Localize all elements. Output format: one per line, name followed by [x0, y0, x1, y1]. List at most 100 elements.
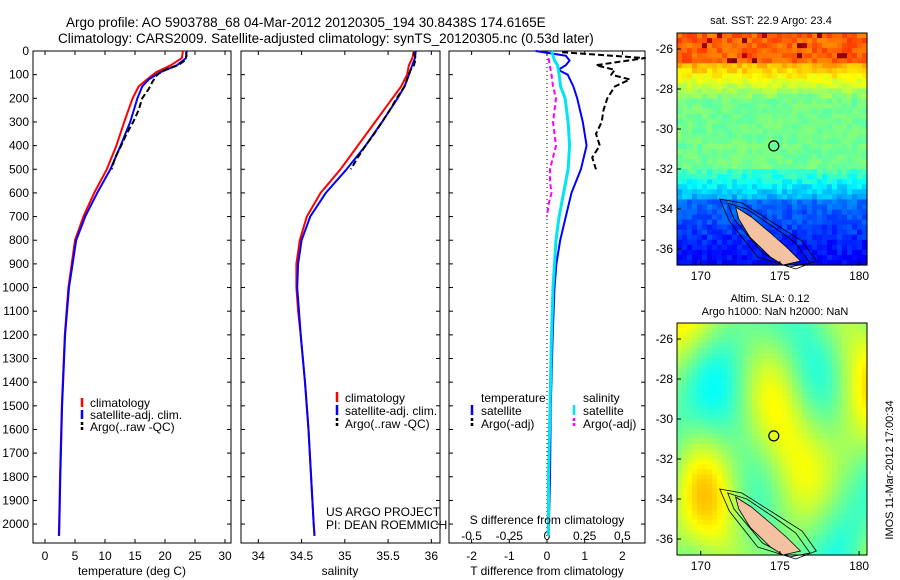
map-cell: [727, 199, 733, 206]
map-cell: [712, 118, 718, 125]
map-cell: [762, 509, 768, 516]
map-cell: [712, 83, 718, 90]
map-cell: [707, 444, 713, 450]
map-cell: [737, 244, 743, 251]
map-cell: [727, 343, 733, 349]
map-cell: [742, 199, 748, 206]
map-cell: [837, 33, 843, 39]
map-cell: [807, 244, 813, 251]
map-cell: [682, 143, 688, 150]
map-cell: [837, 343, 843, 349]
map-cell: [722, 348, 728, 354]
map-cell: [757, 194, 763, 201]
map-cell: [732, 53, 738, 59]
map-cell: [727, 439, 733, 445]
map-cell: [812, 169, 818, 175]
map-cell: [772, 413, 778, 420]
map-cell: [812, 224, 818, 231]
map-cell: [827, 363, 833, 369]
map-cell: [847, 338, 853, 344]
map-cell: [827, 169, 833, 175]
map-cell: [747, 393, 753, 400]
map-cell: [677, 464, 683, 470]
map-cell: [827, 444, 833, 450]
map-cell: [732, 489, 738, 496]
map-cell: [767, 209, 773, 216]
map-cell: [812, 73, 818, 79]
map-cell: [752, 358, 758, 364]
map-cell: [842, 433, 848, 440]
map-cell: [862, 393, 868, 400]
map-cell: [817, 38, 823, 44]
map-cell: [707, 494, 713, 501]
map-cell: [827, 224, 833, 231]
map-cell: [722, 174, 728, 180]
map-cell: [817, 323, 823, 329]
map-cell: [787, 524, 793, 531]
map-cell: [827, 333, 833, 339]
map-cell: [707, 38, 713, 44]
lat-tick-label: -36: [656, 532, 674, 546]
map-cell: [742, 43, 748, 49]
map-cell: [732, 323, 738, 329]
map-cell: [802, 224, 808, 231]
map-cell: [722, 224, 728, 231]
map-cell: [797, 368, 803, 375]
map-cell: [777, 224, 783, 231]
map-cell: [727, 78, 733, 85]
map-cell: [747, 103, 753, 110]
map-cell: [807, 138, 813, 145]
map-cell: [782, 439, 788, 445]
map-cell: [817, 88, 823, 95]
map-cell: [777, 494, 783, 501]
map-cell: [827, 43, 833, 49]
map-cell: [847, 323, 853, 329]
map-cell: [802, 534, 808, 541]
map-cell: [707, 403, 713, 410]
map-cell: [817, 73, 823, 79]
argo-position-marker: [768, 140, 780, 152]
map-cell: [782, 73, 788, 79]
map-cell: [682, 373, 688, 380]
map-cell: [692, 343, 698, 349]
map-cell: [792, 423, 798, 430]
map-cell: [842, 378, 848, 385]
map-cell: [837, 544, 843, 551]
argo-line: [110, 52, 188, 170]
map-cell: [742, 348, 748, 354]
map-cell: [747, 348, 753, 354]
map-cell: [832, 418, 838, 425]
map-cell: [677, 103, 683, 110]
map-cell: [687, 38, 693, 44]
map-cell: [767, 449, 773, 455]
map-cell: [752, 244, 758, 251]
map-cell: [687, 479, 693, 485]
map-cell: [687, 514, 693, 521]
map-cell: [807, 328, 813, 334]
map-cell: [737, 189, 743, 195]
map-cell: [697, 73, 703, 79]
map-cell: [802, 338, 808, 344]
map-cell: [862, 143, 868, 150]
map-cell: [822, 454, 828, 460]
map-cell: [772, 179, 778, 185]
map-cell: [822, 254, 828, 261]
map-cell: [817, 413, 823, 420]
map-cell: [692, 133, 698, 140]
map-cell: [692, 469, 698, 475]
map-cell: [777, 214, 783, 221]
map-cell: [767, 499, 773, 506]
map-cell: [707, 154, 713, 160]
map-cell: [832, 159, 838, 165]
legend-header-salinity: salinity: [583, 391, 620, 405]
map-cell: [742, 519, 748, 526]
map-cell: [742, 358, 748, 364]
map-cell: [827, 509, 833, 516]
map-cell: [822, 474, 828, 480]
map-cell: [787, 328, 793, 334]
map-cell: [767, 88, 773, 95]
map-cell: [717, 393, 723, 400]
map-cell: [722, 103, 728, 110]
map-cell: [762, 433, 768, 440]
map-cell: [687, 48, 693, 54]
